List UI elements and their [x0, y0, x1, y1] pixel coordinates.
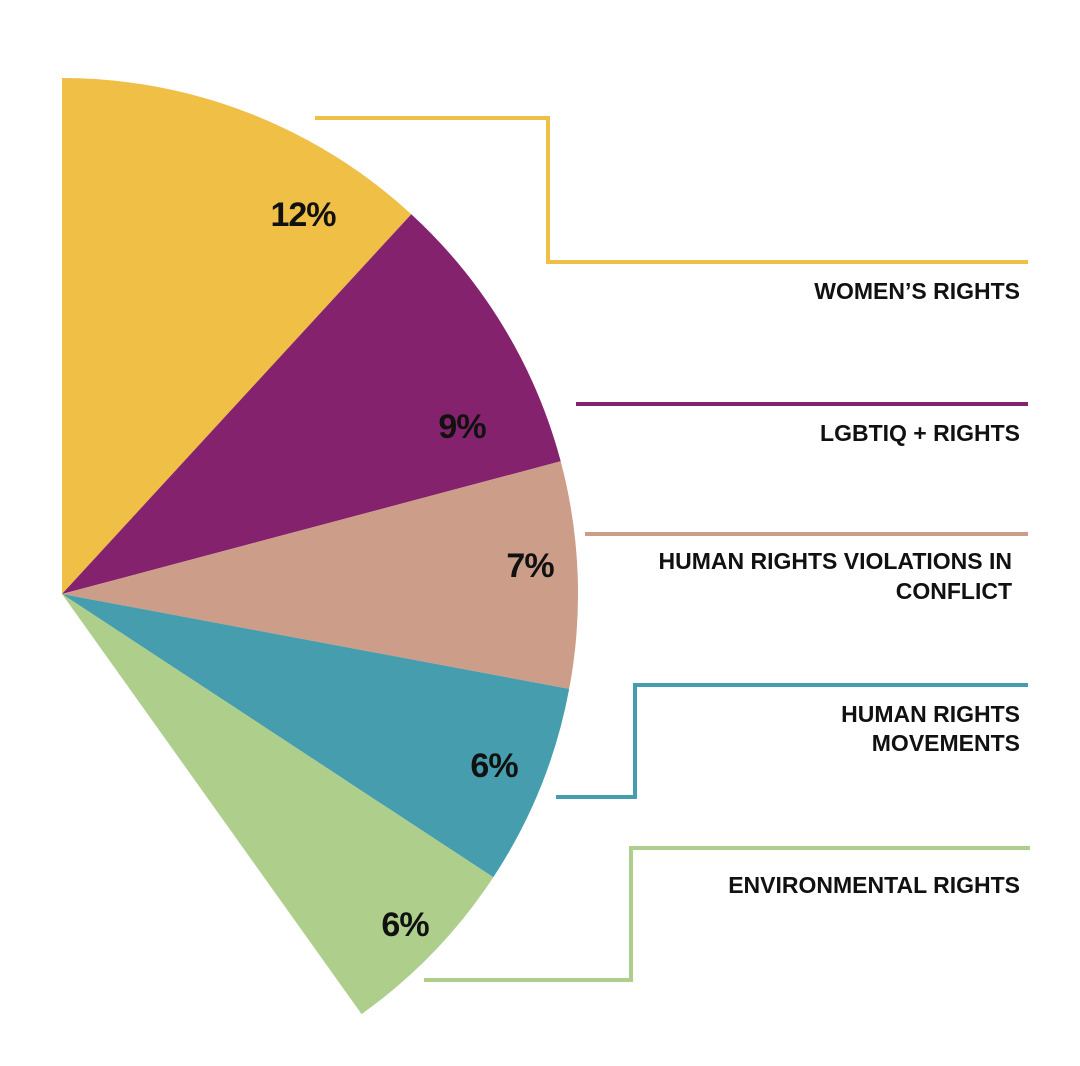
leader-line-environmental-rights [424, 846, 1030, 982]
pie-slice-lgbtiq-rights [62, 214, 561, 594]
pie-slice-rights-movements [62, 594, 570, 878]
leader-line-womens-rights [315, 116, 1028, 264]
pie-slices [62, 77, 579, 1015]
pie-slice-environmental-rights [62, 594, 494, 1015]
pie-slice-womens-rights [62, 77, 412, 594]
legend-label-environmental-rights: ENVIRONMENTAL RIGHTS [728, 872, 1020, 898]
slice-value-label-rights-movements: 6% [470, 747, 518, 785]
legend-label-rights-movements: HUMAN RIGHTS MOVEMENTS [841, 701, 1020, 756]
legend-label-violations-in-conflict: HUMAN RIGHTS VIOLATIONS IN CONFLICT [658, 548, 1012, 604]
leader-line-rights-movements [556, 683, 1028, 799]
pie-slice-violations-in-conflict [62, 461, 579, 689]
slice-value-label-lgbtiq-rights: 9% [438, 408, 486, 446]
slice-value-label-environmental-rights: 6% [381, 906, 429, 944]
legend-label-lgbtiq-rights: LGBTIQ + RIGHTS [820, 420, 1020, 446]
leader-lines [315, 116, 1030, 982]
legend-label-womens-rights: WOMEN’S RIGHTS [814, 278, 1020, 304]
slice-value-label-violations-in-conflict: 7% [506, 547, 554, 585]
slice-value-label-womens-rights: 12% [270, 196, 336, 234]
